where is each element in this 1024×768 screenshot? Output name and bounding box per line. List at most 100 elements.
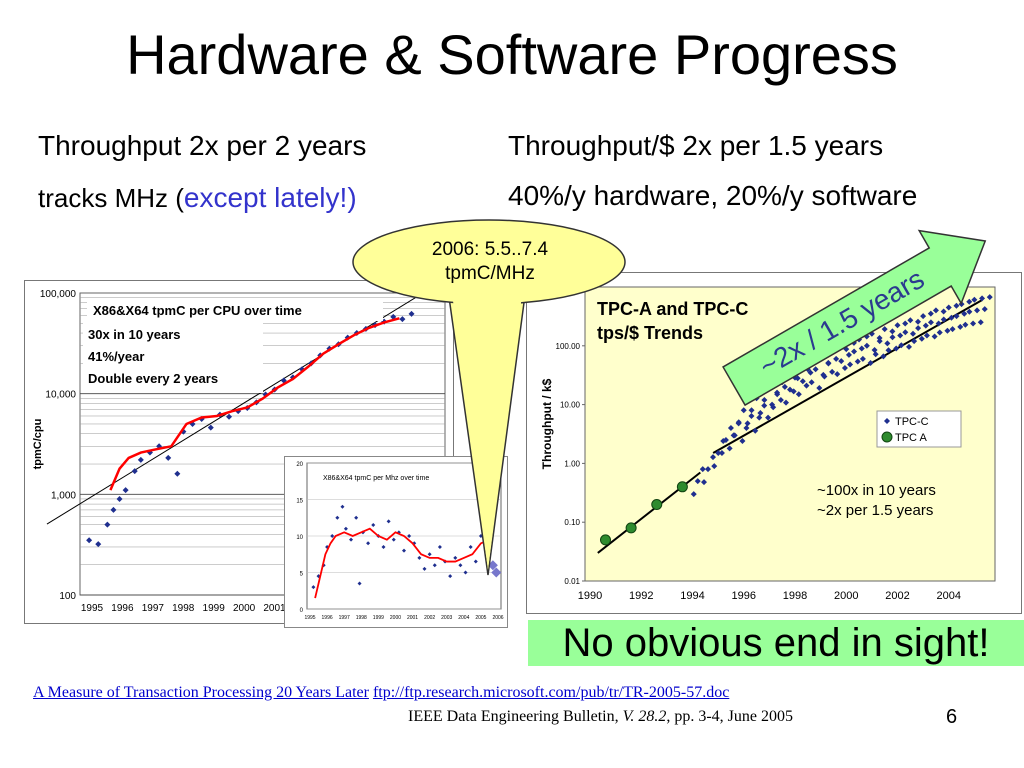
data-point	[86, 537, 93, 544]
citation-suffix: , pp. 3-4, June 2005	[666, 708, 793, 725]
data-point-tpc-a	[651, 498, 663, 510]
trend-line	[314, 527, 490, 599]
data-point	[316, 574, 321, 579]
data-point-tpc-c	[718, 450, 725, 457]
data-point	[116, 495, 123, 502]
x-tick-label: 1992	[629, 590, 653, 602]
data-point	[468, 544, 473, 549]
y-axis-label: tpmC/cpu	[32, 419, 44, 470]
data-point	[417, 555, 422, 560]
reference-citation: IEEE Data Engineering Bulletin, V. 28.2,…	[408, 708, 793, 726]
data-point	[104, 521, 111, 528]
x-tick-label: 1999	[203, 603, 226, 614]
data-point-tpc-c	[752, 427, 759, 434]
y-tick-label: 100,000	[40, 289, 77, 300]
data-point	[371, 523, 376, 528]
y-tick-label: 0.01	[564, 577, 580, 586]
data-point	[458, 563, 463, 568]
chart-title: X86&X64 tpmC per CPU over time	[93, 303, 302, 318]
data-point-tpc-c	[701, 479, 707, 486]
data-point	[165, 454, 172, 461]
data-point	[189, 420, 196, 427]
reference-ftp-link[interactable]: ftp://ftp.research.microsoft.com/pub/tr/…	[372, 684, 730, 701]
data-point	[422, 566, 427, 571]
highlight-point	[491, 567, 502, 578]
data-point	[427, 552, 432, 557]
x-tick-label: 2000	[390, 615, 401, 621]
slide-number: 6	[946, 706, 958, 728]
data-point	[399, 316, 406, 323]
left-subtitle-line2: tracks MHz (except lately!)	[38, 182, 357, 214]
data-point	[180, 428, 187, 435]
x-tick-label: 1996	[732, 590, 756, 602]
y-tick-label: 10,000	[45, 390, 76, 401]
data-point	[137, 456, 144, 463]
data-point-tpc-c	[711, 463, 718, 470]
data-point	[473, 559, 478, 564]
data-point	[448, 574, 453, 579]
legend-box	[876, 410, 962, 448]
data-point	[343, 526, 348, 531]
data-point	[354, 515, 359, 520]
data-point	[110, 506, 117, 513]
data-point	[325, 544, 330, 549]
data-point	[386, 519, 391, 524]
y-tick-label: 0	[300, 608, 304, 614]
y-tick-label: 1.00	[564, 459, 580, 468]
chart-title: X86&X64 tpmC per Mhz over time	[323, 475, 429, 482]
reference-title-link[interactable]: A Measure of Transaction Processing 20 Y…	[33, 684, 369, 701]
x-tick-label: 1996	[322, 615, 333, 621]
x-tick-label: 1990	[578, 590, 602, 602]
y-tick-label: 100.00	[556, 342, 581, 351]
data-point	[174, 470, 181, 477]
no-end-banner: No obvious end in sight!	[528, 620, 1024, 666]
data-point	[330, 534, 335, 538]
data-point-tpc-c	[748, 407, 755, 414]
data-point	[95, 541, 102, 548]
tpmc-per-mhz-chart-frame: 0 5 10 15 20 1995 1996 1997 1998 1999 2000 2001 2002…	[284, 456, 508, 628]
chart-annotation: Double every 2 years	[88, 371, 218, 386]
y-tick-label: 100	[59, 591, 76, 602]
data-point	[207, 424, 214, 431]
data-point	[311, 585, 316, 590]
y-tick-label: 20	[296, 462, 303, 468]
data-point	[122, 487, 129, 494]
data-point-tpc-c	[715, 450, 722, 457]
data-point-tpc-c	[765, 414, 772, 421]
reference-links: A Measure of Transaction Processing 20 Y…	[33, 684, 729, 702]
legend-label-tpc-c: TPC-C	[895, 416, 929, 428]
citation-prefix: IEEE Data Engineering Bulletin,	[408, 708, 623, 725]
y-tick-label: 5	[300, 572, 304, 578]
data-point-tpc-a	[625, 522, 637, 534]
citation-volume: V. 28.2	[622, 708, 667, 725]
data-point	[453, 555, 458, 560]
data-point	[226, 413, 233, 420]
data-point-tpc-c	[757, 409, 764, 416]
data-point-tpc-c	[731, 432, 738, 439]
data-point	[366, 541, 371, 546]
legend-label-tpc-a: TPC A	[895, 432, 927, 444]
data-point-tpc-c	[735, 419, 742, 426]
x-tick-label: 2005	[475, 615, 486, 621]
right-subtitle-line2: 40%/y hardware, 20%/y software	[508, 180, 918, 211]
x-tick-label: 2003	[441, 615, 452, 621]
y-axis-label: Throughput / k$	[540, 378, 554, 469]
x-tick-label: 2004	[458, 615, 469, 621]
trend-line	[109, 317, 400, 491]
x-tick-label: 2002	[885, 590, 909, 602]
data-point	[335, 515, 340, 520]
chart-annotation: ~2x per 1.5 years	[817, 502, 933, 519]
callout-text: 2006: 5.5..7.4 tpmC/MHz	[365, 238, 615, 286]
data-point-tpc-c	[756, 414, 763, 421]
data-point	[391, 537, 396, 542]
x-tick-label: 2001	[407, 615, 418, 621]
data-point-tpc-c	[726, 445, 733, 452]
data-point	[349, 537, 354, 542]
chart-annotation: 30x in 10 years	[88, 327, 181, 342]
data-point	[407, 534, 412, 538]
data-point-tpc-c	[710, 454, 716, 461]
slide-title: Hardware & Software Progress	[126, 23, 898, 86]
x-tick-label: 1999	[373, 615, 384, 621]
data-point-tpc-c	[739, 438, 746, 445]
